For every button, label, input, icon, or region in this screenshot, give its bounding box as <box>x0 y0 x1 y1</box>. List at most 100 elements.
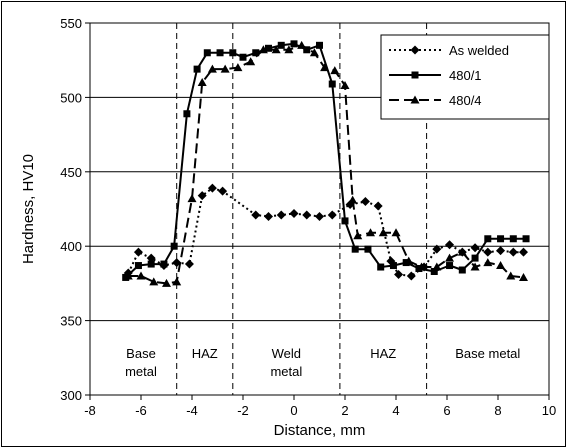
data-point-triangle <box>136 271 146 280</box>
data-point-diamond <box>394 269 404 279</box>
data-point-triangle <box>197 78 207 87</box>
data-point-triangle <box>366 228 375 237</box>
data-point-square <box>160 260 168 268</box>
data-point-triangle <box>470 262 480 271</box>
data-point-triangle <box>320 63 330 72</box>
data-point-triangle <box>297 40 307 49</box>
data-point-square <box>328 80 336 88</box>
y-tick-label: 400 <box>60 239 82 254</box>
x-tick-label: 10 <box>542 403 556 418</box>
data-point-triangle <box>172 277 182 286</box>
data-point-diamond <box>197 191 207 201</box>
data-point-square <box>377 263 385 271</box>
legend: As welded 480/1 480/4 <box>380 34 550 120</box>
region-label: HAZ <box>192 346 218 361</box>
data-point-diamond <box>289 208 299 218</box>
x-tick-label: 8 <box>494 403 501 418</box>
data-point-triangle <box>506 271 516 280</box>
region-label: metal <box>270 364 302 379</box>
data-point-square <box>277 41 285 49</box>
series-480-1 <box>122 40 530 281</box>
data-point-square <box>430 267 438 275</box>
y-tick-label: 450 <box>60 165 82 180</box>
data-point-triangle <box>457 247 467 256</box>
data-point-triangle <box>496 261 506 270</box>
data-point-triangle <box>519 272 528 281</box>
data-point-triangle <box>432 262 442 271</box>
data-point-square <box>411 71 419 79</box>
data-point-diamond <box>218 186 228 196</box>
data-point-diamond <box>508 247 518 257</box>
data-point-square <box>341 217 349 225</box>
data-point-square <box>265 44 272 52</box>
data-point-square <box>239 53 247 61</box>
data-point-diamond <box>445 240 455 250</box>
data-point-diamond <box>410 45 420 55</box>
data-point-square <box>484 235 492 243</box>
region-dividers: Base metal HAZ Weld metal HAZ Base metal <box>125 23 520 395</box>
data-point-triangle <box>483 258 493 267</box>
data-point-triangle <box>220 64 230 73</box>
region-label: metal <box>125 364 157 379</box>
data-point-square <box>351 245 359 253</box>
y-tick-label: 300 <box>60 388 82 403</box>
x-tick-label: 2 <box>341 403 348 418</box>
data-point-triangle <box>123 271 133 280</box>
data-point-diamond <box>315 211 324 221</box>
data-point-diamond <box>470 243 480 253</box>
data-point-diamond <box>264 211 273 221</box>
y-tick-label: 550 <box>60 16 82 31</box>
data-point-square <box>290 40 298 48</box>
data-point-square <box>303 46 311 54</box>
data-point-triangle <box>271 45 281 54</box>
region-label: Weld <box>272 346 301 361</box>
data-point-square <box>522 235 530 243</box>
legend-label: As welded <box>449 43 509 58</box>
data-point-triangle <box>340 80 350 89</box>
data-point-square <box>216 49 224 57</box>
data-point-square <box>364 245 372 253</box>
data-point-diamond <box>251 210 261 220</box>
data-point-diamond <box>373 201 383 211</box>
data-point-square <box>509 235 517 243</box>
x-tick-label: -6 <box>135 403 147 418</box>
region-label: HAZ <box>370 346 396 361</box>
data-point-square <box>252 49 260 57</box>
series-line <box>128 44 524 285</box>
data-point-triangle <box>378 228 388 237</box>
x-axis-label: Distance, mm <box>274 422 366 439</box>
plot-area-frame <box>89 22 550 396</box>
data-point-diamond <box>327 210 337 220</box>
data-point-triangle <box>187 194 197 203</box>
data-point-triangle <box>445 253 455 262</box>
x-tick-label: -2 <box>237 403 249 418</box>
data-point-triangle <box>258 45 268 54</box>
data-point-triangle <box>391 228 401 237</box>
data-point-triangle <box>233 63 243 72</box>
data-point-diamond <box>519 247 528 257</box>
data-point-square <box>147 260 155 268</box>
data-point-triangle <box>309 48 319 57</box>
data-point-diamond <box>432 244 442 254</box>
data-point-square <box>170 242 178 250</box>
data-point-diamond <box>133 247 143 257</box>
data-point-square <box>458 266 466 274</box>
data-point-diamond <box>276 210 286 220</box>
x-tick-label: 6 <box>443 403 450 418</box>
data-point-diamond <box>302 210 312 220</box>
data-point-triangle <box>348 195 358 204</box>
data-point-triangle <box>404 256 414 265</box>
data-point-square <box>316 41 323 49</box>
data-point-diamond <box>496 246 506 256</box>
data-point-triangle <box>330 66 340 75</box>
data-point-diamond <box>360 197 370 207</box>
legend-label: 480/1 <box>449 68 482 83</box>
x-tick-label: 0 <box>290 403 297 418</box>
series-as-welded <box>123 183 528 281</box>
data-point-triangle <box>284 45 294 54</box>
data-point-triangle <box>353 231 363 240</box>
y-axis-ticks: 300 350 400 450 500 550 <box>60 16 90 403</box>
x-axis-ticks: -8 -6 -4 -2 0 2 4 6 8 10 <box>84 395 556 418</box>
